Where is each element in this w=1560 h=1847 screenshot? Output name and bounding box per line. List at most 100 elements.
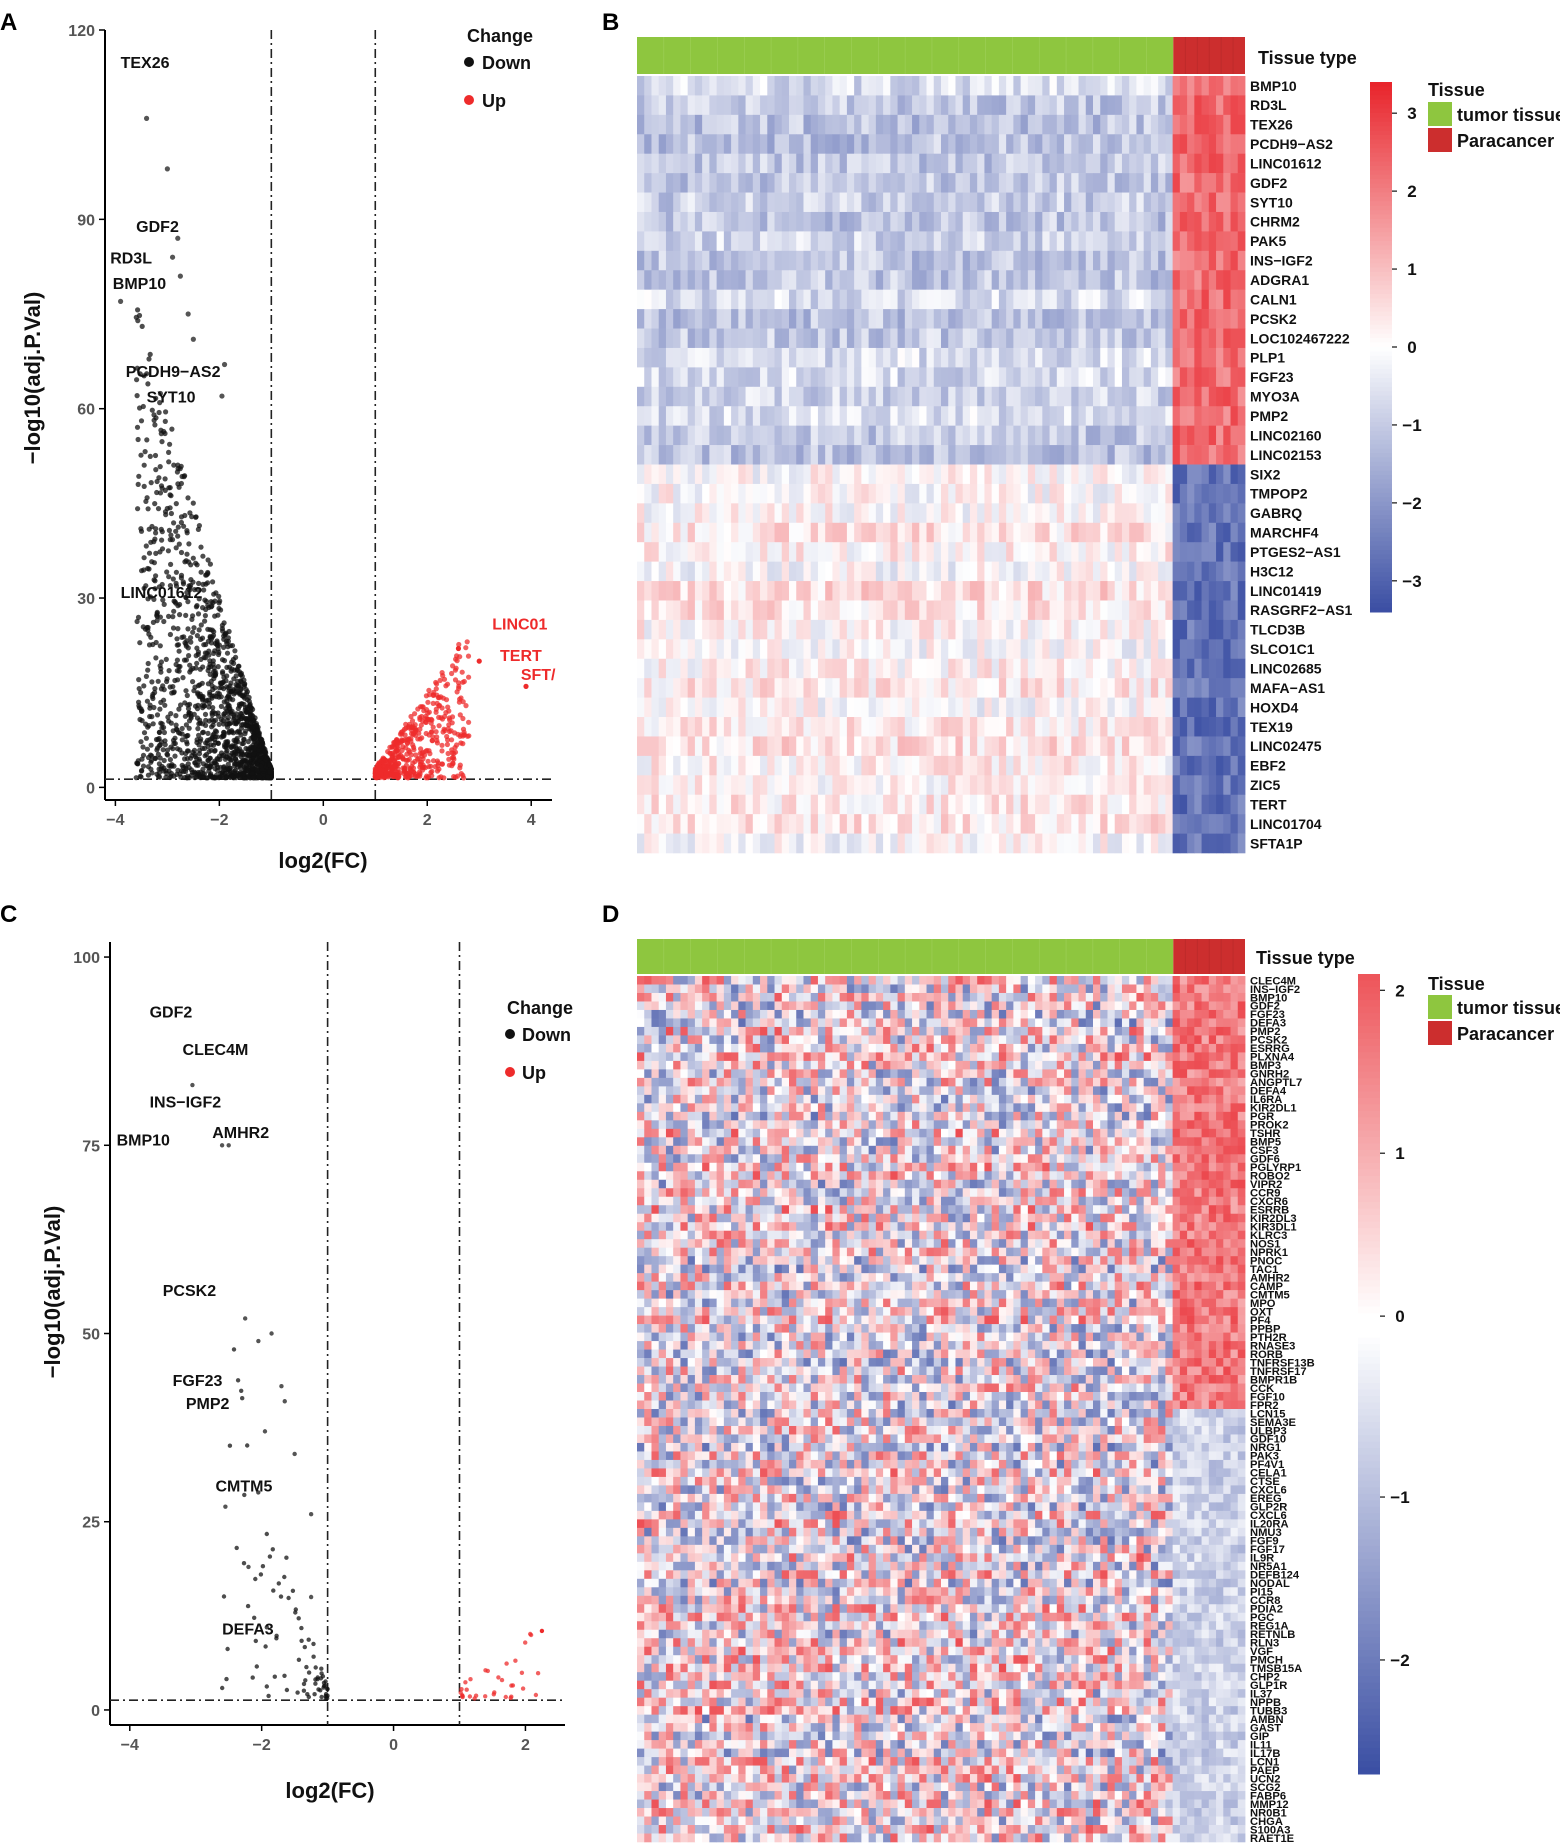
heatmap-cell	[875, 134, 884, 155]
up-point	[416, 769, 423, 775]
down-point	[198, 656, 204, 663]
up-point	[417, 726, 423, 732]
heatmap-cell	[1006, 658, 1014, 679]
heatmap-cell	[781, 600, 790, 621]
heatmap-cell	[1179, 270, 1188, 290]
up-point	[376, 760, 382, 766]
heatmap-cell	[810, 192, 819, 213]
heatmap-cell	[955, 581, 964, 601]
heatmap-cell	[904, 386, 913, 407]
down-point	[175, 524, 181, 530]
heatmap-cell	[702, 425, 710, 446]
gene-label: DEFA3	[222, 1622, 274, 1639]
heatmap-cell	[752, 386, 761, 407]
heatmap-cell	[644, 289, 652, 310]
down-point	[162, 418, 168, 424]
heatmap-cell	[817, 173, 826, 193]
heatmap-cell	[1071, 619, 1079, 640]
heatmap-cell	[803, 406, 812, 426]
heatmap-cell	[1165, 464, 1174, 485]
heatmap-cell	[948, 95, 956, 116]
heatmap-cell	[919, 425, 927, 446]
down-point	[137, 371, 143, 377]
heatmap-cell	[1165, 114, 1174, 135]
heatmap-cell	[752, 581, 761, 601]
up-point	[412, 711, 418, 717]
heatmap-cell	[745, 600, 754, 621]
heatmap-cell	[890, 347, 898, 368]
heatmap-cell	[702, 483, 710, 504]
heatmap-cell	[984, 542, 993, 562]
heatmap-cell	[767, 464, 775, 485]
heatmap-cell	[1013, 581, 1022, 601]
highlight-point	[246, 1564, 251, 1570]
heatmap-cell	[1179, 328, 1188, 349]
down-point	[147, 713, 153, 720]
highlight-point	[219, 1143, 225, 1148]
heatmap-cell	[969, 658, 978, 679]
heatmap-cell	[709, 231, 718, 252]
heatmap-cell	[796, 386, 804, 407]
heatmap-cell	[890, 328, 898, 349]
heatmap-cell	[767, 367, 775, 388]
down-point	[205, 681, 211, 687]
heatmap-cell	[825, 328, 833, 349]
heatmap-cell	[1085, 347, 1094, 368]
heatmap-cell	[680, 483, 689, 504]
heatmap-cell	[1143, 445, 1152, 465]
down-point	[278, 1594, 284, 1599]
heatmap-cell	[933, 76, 942, 96]
heatmap-cell	[1216, 522, 1224, 543]
heatmap-cell	[637, 542, 645, 562]
heatmap-cell	[803, 347, 812, 368]
heatmap-cell	[1027, 76, 1036, 96]
heatmap-cell	[680, 425, 689, 446]
down-point	[135, 436, 141, 443]
heatmap-cell	[1230, 328, 1239, 349]
heatmap-cell	[723, 289, 732, 310]
heatmap-cell	[846, 619, 855, 640]
heatmap-cell	[738, 367, 746, 388]
down-point	[250, 1675, 255, 1680]
down-point	[226, 628, 232, 635]
heatmap-cell	[926, 542, 935, 562]
heatmap-cell	[1056, 600, 1065, 621]
heatmap-cell	[962, 561, 971, 582]
heatmap-cell	[854, 406, 862, 426]
down-point	[186, 725, 192, 731]
heatmap-cell	[738, 464, 746, 485]
heatmap-cell	[1143, 425, 1152, 446]
heatmap-cell	[781, 134, 790, 155]
heatmap-cell	[673, 386, 681, 407]
heatmap-cell	[658, 658, 667, 679]
heatmap-cell	[839, 581, 848, 601]
heatmap-cell	[904, 367, 913, 388]
down-point	[282, 1673, 287, 1679]
heatmap-cell	[1129, 367, 1137, 388]
heatmap-cell	[1223, 114, 1231, 135]
heatmap-cell	[1013, 309, 1022, 329]
heatmap-cell	[1194, 289, 1202, 310]
heatmap-cell	[919, 270, 927, 290]
heatmap-cell	[694, 581, 703, 601]
heatmap-cell	[723, 581, 732, 601]
heatmap-cell	[1172, 211, 1181, 232]
heatmap-cell	[875, 600, 884, 621]
heatmap-cell	[933, 114, 942, 135]
heatmap-cell	[1006, 367, 1014, 388]
heatmap-cell	[1172, 95, 1181, 116]
down-point	[215, 664, 221, 670]
heatmap-cell	[897, 464, 906, 485]
heatmap-cell	[767, 309, 775, 329]
heatmap-cell	[1158, 270, 1166, 290]
heatmap-cell	[1085, 309, 1094, 329]
down-point	[323, 1696, 329, 1701]
heatmap-cell	[846, 134, 855, 155]
heatmap-cell	[1071, 425, 1079, 446]
heatmap-cell	[962, 406, 971, 426]
heatmap-cell	[861, 600, 870, 621]
heatmap-cell	[716, 581, 725, 601]
heatmap-cell	[1179, 134, 1188, 155]
heatmap-cell	[760, 367, 768, 388]
heatmap-cell	[1027, 114, 1036, 135]
